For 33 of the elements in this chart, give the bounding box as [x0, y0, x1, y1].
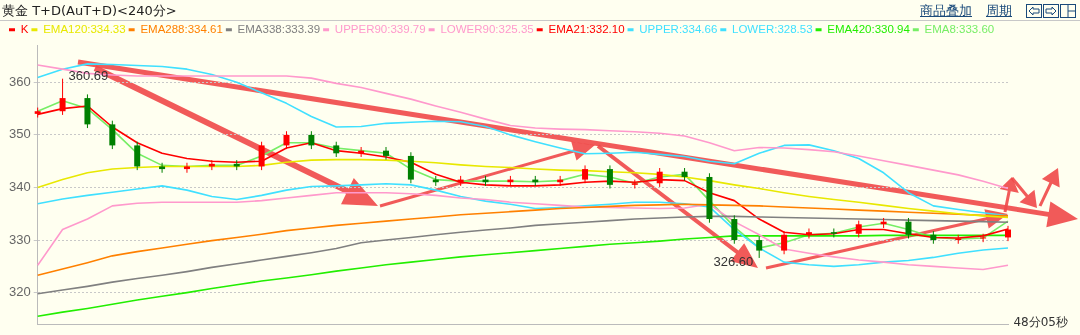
candlestick — [134, 141, 141, 171]
text: 48分05秒 — [1013, 314, 1068, 331]
candlestick — [183, 162, 190, 174]
legend-label: K — [20, 22, 29, 35]
y-tick-label: 350 — [8, 126, 31, 142]
candlestick — [756, 235, 763, 259]
legend-label: UPPER90:339.79 — [334, 22, 426, 35]
candlestick — [407, 151, 414, 184]
candlestick — [606, 164, 613, 190]
legend-label: UPPER:334.66 — [639, 22, 718, 35]
chart-title: 黄金 T+D(AuT+D)<240分> — [2, 2, 177, 20]
candlestick — [258, 141, 265, 171]
legend-label: EMA120:334.33 — [43, 22, 126, 35]
legend-label: EMA21:332.10 — [548, 22, 625, 35]
text: 周期 — [986, 2, 1012, 20]
candlestick — [159, 162, 166, 174]
text: 商品叠加 — [920, 2, 972, 20]
y-tick-label: 360 — [8, 73, 31, 89]
y-tick-label: 320 — [8, 284, 31, 300]
candlestick — [383, 146, 390, 161]
legend-label: LOWER90:325.35 — [440, 22, 534, 35]
legend-label: EMA288:334.61 — [140, 22, 223, 35]
annotation: 360.69 — [68, 68, 109, 84]
legend-label: EMA420:330.94 — [827, 22, 911, 35]
legend-label: EMA338:333.39 — [237, 22, 321, 35]
candlestick — [731, 214, 738, 245]
y-tick-label: 340 — [8, 179, 31, 195]
candlestick — [109, 120, 116, 150]
candlestick — [905, 217, 912, 239]
legend-label: LOWER:328.53 — [732, 22, 813, 35]
candlestick — [656, 167, 663, 188]
y-tick-label: 330 — [8, 231, 31, 247]
legend-label: EMA8:333.60 — [924, 22, 995, 35]
